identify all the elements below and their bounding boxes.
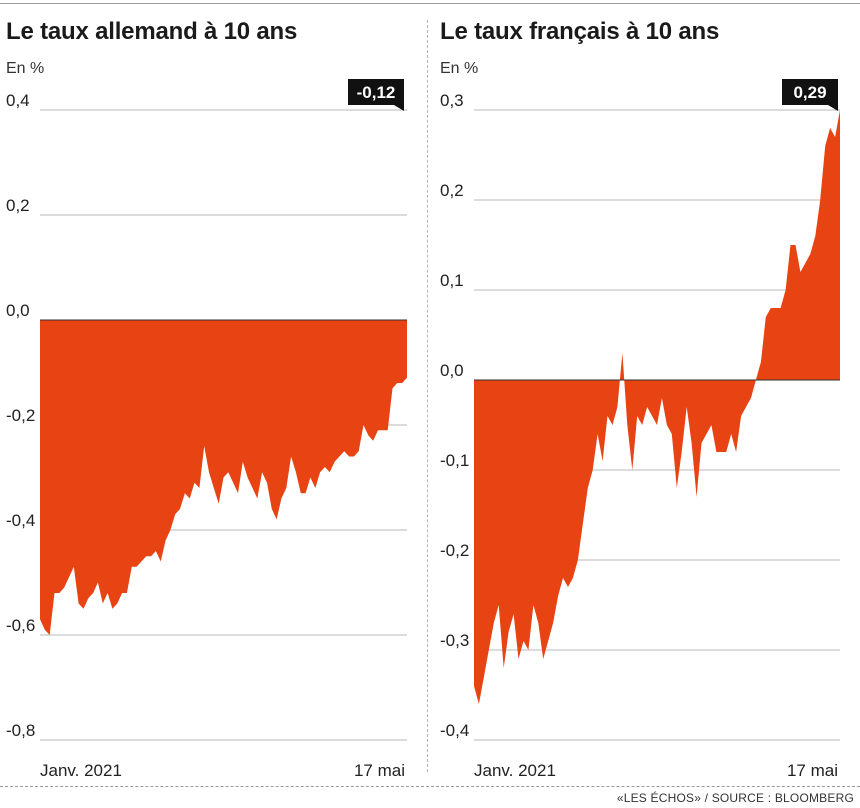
- source-credit: «LES ÉCHOS» / SOURCE : BLOOMBERG: [616, 791, 854, 805]
- callout-pointer: [394, 105, 404, 111]
- chart-germany: 0,4 0,2 0,0 -0,2 -0,4 -0,6 -0,8 Janv. 2021 17 ma…: [6, 79, 407, 780]
- y-tick-label: -0,8: [6, 721, 35, 740]
- y-tick-label: -0,2: [6, 406, 35, 425]
- chart-title-france: Le taux français à 10 ans: [440, 18, 720, 45]
- area-series: [474, 110, 840, 704]
- bottom-rule: [0, 786, 860, 787]
- x-label-start: Janv. 2021: [474, 761, 556, 780]
- y-tick-label: 0,0: [440, 361, 464, 380]
- unit-label-france: En %: [440, 60, 479, 77]
- y-tick-label: -0,1: [440, 451, 469, 470]
- unit-label-germany: En %: [6, 60, 45, 77]
- callout-box: [782, 79, 838, 105]
- callout-pointer: [828, 105, 838, 111]
- y-tick-label: -0,4: [440, 721, 469, 740]
- y-tick-label: 0,3: [440, 91, 464, 110]
- y-tick-label: 0,4: [6, 91, 30, 110]
- y-tick-label: 0,2: [440, 181, 464, 200]
- last-value-callout: 0,29: [782, 79, 838, 111]
- last-value-callout: -0,12: [348, 79, 404, 111]
- y-tick-label: 0,0: [6, 301, 30, 320]
- area-series: [40, 320, 407, 635]
- x-label-end: 17 mai: [787, 761, 838, 780]
- top-rule: [0, 3, 860, 4]
- y-tick-label: -0,3: [440, 631, 469, 650]
- x-label-end: 17 mai: [354, 761, 405, 780]
- y-tick-label: -0,2: [440, 541, 469, 560]
- chart-france: 0,3 0,2 0,1 0,0 -0,1 -0,2 -0,3 -0,4 Janv. 2021 17…: [440, 79, 840, 780]
- y-tick-label: -0,4: [6, 511, 35, 530]
- x-label-start: Janv. 2021: [40, 761, 122, 780]
- y-tick-label: 0,1: [440, 271, 464, 290]
- y-tick-label: 0,2: [6, 196, 30, 215]
- y-tick-label: -0,6: [6, 616, 35, 635]
- last-value-label: -0,12: [357, 83, 396, 102]
- callout-box: [348, 79, 404, 105]
- chart-title-germany: Le taux allemand à 10 ans: [6, 18, 298, 45]
- last-value-label: 0,29: [793, 83, 826, 102]
- panel-divider: [427, 20, 428, 772]
